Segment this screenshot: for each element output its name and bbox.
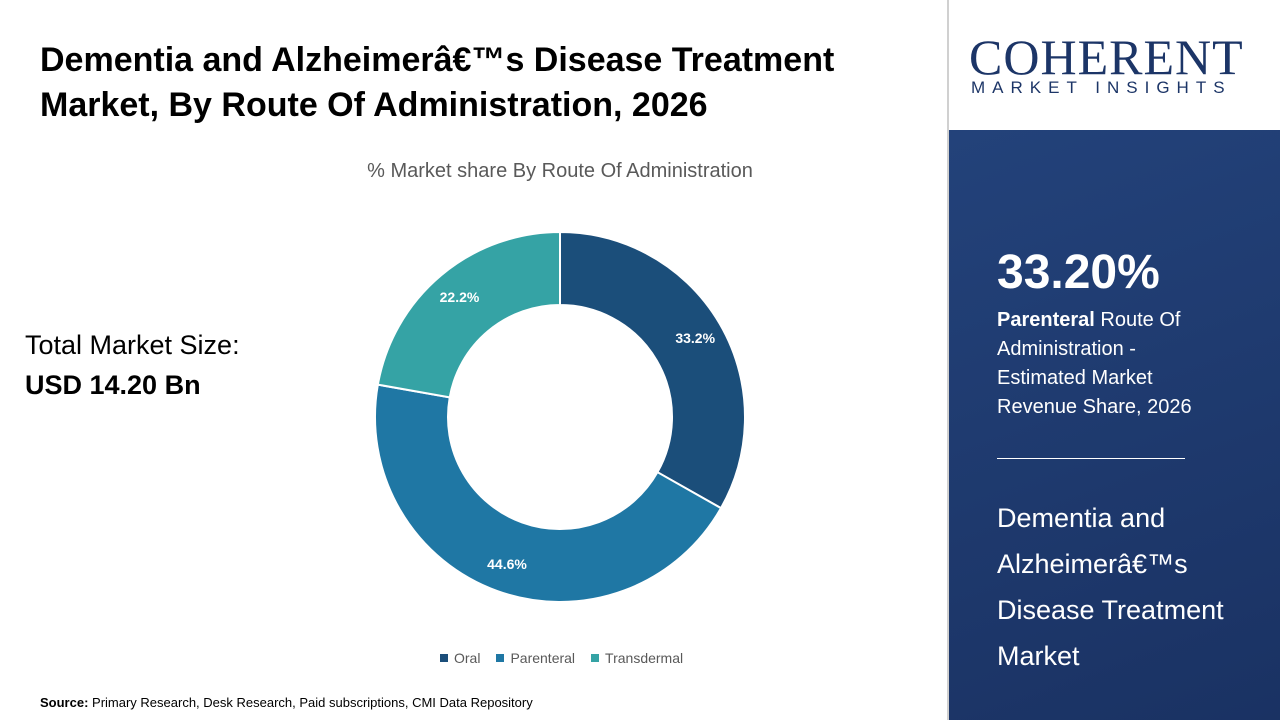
total-label: Total Market Size: [25,330,240,360]
market-name: Dementia and Alzheimerâ€™s Disease Treat… [997,503,1224,671]
source-note: Source: Primary Research, Desk Research,… [40,695,533,710]
highlight-percent: 33.20% [997,246,1160,299]
legend-swatch [440,654,448,662]
legend-item-transdermal: Transdermal [591,650,683,666]
donut-chart: 33.2% 44.6% 22.2% [374,230,746,603]
total-value: USD 14.20 Bn [25,370,201,400]
legend-item-oral: Oral [440,650,480,666]
data-label-parenteral: 44.6% [487,556,527,572]
data-label-transdermal: 22.2% [440,289,480,305]
sidebar-panel: 33.20% Parenteral Route Of Administratio… [949,130,1280,720]
legend-swatch [591,654,600,662]
logo-word: COHERENT [969,29,1244,85]
logo: COHERENT MARKET INSIGHTS [949,0,1280,130]
divider-line [997,458,1185,459]
total-market-size: Total Market Size: USD 14.20 Bn [25,325,240,405]
page-title: Dementia and Alzheimerâ€™s Disease Treat… [40,41,835,124]
legend: Oral Parenteral Transdermal [440,650,683,666]
divider [947,0,949,720]
highlight-description: Parenteral Route Of Administration - Est… [997,309,1192,418]
slice-oral [559,230,746,510]
legend-swatch [496,654,505,662]
slice-parenteral [374,383,723,603]
data-label-oral: 33.2% [675,330,715,346]
chart-title: % Market share By Route Of Administratio… [367,160,753,182]
slice-transdermal [376,230,561,399]
legend-item-parenteral: Parenteral [496,650,575,666]
logo-tagline: MARKET INSIGHTS [971,78,1232,97]
